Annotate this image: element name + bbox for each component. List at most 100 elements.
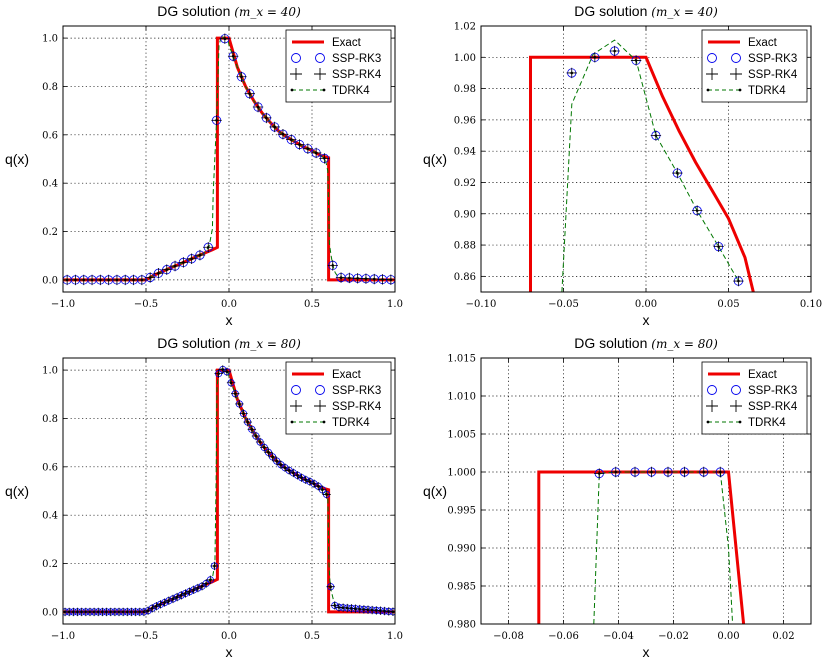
tdrk4-marker [298, 143, 301, 146]
plot-frame [480, 25, 812, 293]
tdrk4-marker [718, 470, 722, 474]
tdrk4-marker [223, 37, 227, 40]
x-tick-label: −0.05 [548, 299, 579, 310]
x-tick-label: −0.06 [548, 631, 579, 642]
x-tick-label: 0.0 [221, 299, 237, 310]
legend-box [285, 29, 392, 103]
legend-rk3-marker [731, 53, 741, 63]
tdrk4-marker [325, 493, 328, 496]
tdrk4-marker [265, 116, 268, 120]
tdrk4-marker [381, 278, 384, 281]
tdrk4-marker [683, 470, 686, 474]
legend-rk3-marker [291, 385, 301, 395]
data-layer [529, 39, 755, 292]
y-tick-label: 0.4 [42, 179, 58, 190]
tdrk4-marker [281, 132, 285, 136]
tdrk4-marker [308, 480, 312, 483]
legend-tdrk4-marker [290, 88, 294, 92]
tdrk4-marker [256, 105, 260, 109]
legend: Exact SSP-RK3 SSP-RK4 TDRK4 [701, 361, 808, 435]
y-tick-label: 1.0 [42, 34, 58, 45]
legend-tdrk4-marker [738, 88, 742, 92]
tdrk4-marker [74, 278, 77, 282]
y-tick-label: 0.980 [447, 620, 476, 631]
tdrk4-marker [283, 466, 287, 470]
chart-title-math: (m_x = 40) [651, 5, 718, 19]
tdrk4-marker [190, 257, 193, 261]
plot-frame [62, 357, 396, 625]
tdrk4-marker [279, 463, 283, 467]
y-tick-label: 1.015 [447, 354, 476, 365]
plot-frame [480, 357, 812, 625]
tdrk4-marker [242, 412, 245, 415]
chart-panel-4: DG solution (m_x = 80) −0.08 −0.06 −0.04 −0.… [423, 335, 812, 660]
y-tick-label: 0.6 [42, 130, 58, 141]
legend-tdrk4-marker [706, 420, 710, 424]
legend: Exact SSP-RK3 SSP-RK4 TDRK4 [285, 29, 392, 103]
tdrk4-marker [348, 276, 351, 280]
tdrk4-marker [597, 472, 601, 475]
chart-title: DG solution (m_x = 40) [574, 3, 718, 19]
tdrk4-marker [248, 92, 252, 96]
tdrk4-marker [173, 264, 177, 268]
tdrk4-marker [258, 440, 262, 444]
legend-rk4-marker [706, 400, 718, 412]
legend: Exact SSP-RK3 SSP-RK4 TDRK4 [285, 361, 392, 435]
legend-label: Exact [748, 37, 778, 49]
tdrk4-marker [737, 279, 740, 283]
legend-rk4-marker [290, 400, 302, 412]
legend-tdrk4-marker [706, 88, 710, 92]
chart-title: DG solution (m_x = 40) [157, 3, 301, 19]
y-tick-label: 0.92 [454, 178, 476, 189]
y-tick-label: 0.96 [454, 115, 476, 126]
tdrk4-marker [593, 55, 597, 59]
y-tick-label: 0.990 [447, 544, 476, 555]
legend-rk4-marker [314, 68, 326, 80]
legend-label: Exact [332, 37, 362, 49]
chart-panel-2: DG solution (m_x = 40) −0.10 −0.05 0.00 0.05… [423, 3, 822, 328]
y-tick-label: 0.985 [447, 582, 476, 593]
x-axis-label: x [643, 312, 650, 328]
tdrk4-marker [339, 276, 343, 279]
tdrk4-marker [148, 276, 152, 279]
y-tick-label: 0.90 [454, 209, 476, 220]
legend-tdrk4-marker [322, 420, 326, 424]
y-axis-label: q(x) [423, 483, 447, 499]
tdrk4-marker [209, 578, 212, 582]
legend-rk3-marker [291, 53, 301, 63]
tdrk4-marker [163, 601, 166, 604]
tdrk4-marker [215, 119, 218, 122]
tdrk4-marker [204, 582, 208, 585]
legend-rk3-marker [315, 385, 325, 395]
y-tick-label: 0.86 [454, 272, 476, 283]
tdrk4-marker [275, 459, 279, 463]
tdrk4-marker [333, 604, 337, 607]
y-tick-label: 1.000 [447, 468, 476, 479]
x-tick-label: 0.5 [304, 631, 320, 642]
tdrk4-marker [717, 245, 720, 248]
legend-label: TDRK4 [748, 417, 786, 429]
y-tick-label: 0.0 [42, 607, 58, 618]
legend-label: Exact [748, 369, 778, 381]
legend-rk3-marker [707, 53, 717, 63]
x-tick-label: 0.10 [800, 299, 822, 310]
tdrk4-marker [300, 476, 303, 480]
tdrk4-marker [321, 488, 324, 492]
tdrk4-marker [314, 151, 318, 155]
tdrk4-marker [198, 253, 202, 257]
chart-panel-3: DG solution (m_x = 80) −1.0 −0.5 0.0 0.5 1.0 0… [5, 335, 403, 660]
legend-label: SSP-RK3 [748, 53, 797, 65]
legend-label: SSP-RK3 [332, 53, 381, 65]
tdrk4-marker [304, 478, 308, 482]
legend-tdrk4-marker [738, 420, 742, 424]
y-tick-label: 1.00 [454, 53, 476, 64]
y-tick-label: 0.6 [42, 462, 58, 473]
tdrk4-marker [165, 268, 169, 271]
x-tick-label: 0.00 [635, 299, 657, 310]
tdrk4-marker [246, 420, 249, 424]
tdrk4-marker [570, 71, 574, 75]
y-axis-label: q(x) [5, 483, 29, 499]
tdrk4-marker [213, 564, 216, 568]
x-axis-label: x [226, 644, 233, 660]
tdrk4-marker [312, 482, 316, 486]
